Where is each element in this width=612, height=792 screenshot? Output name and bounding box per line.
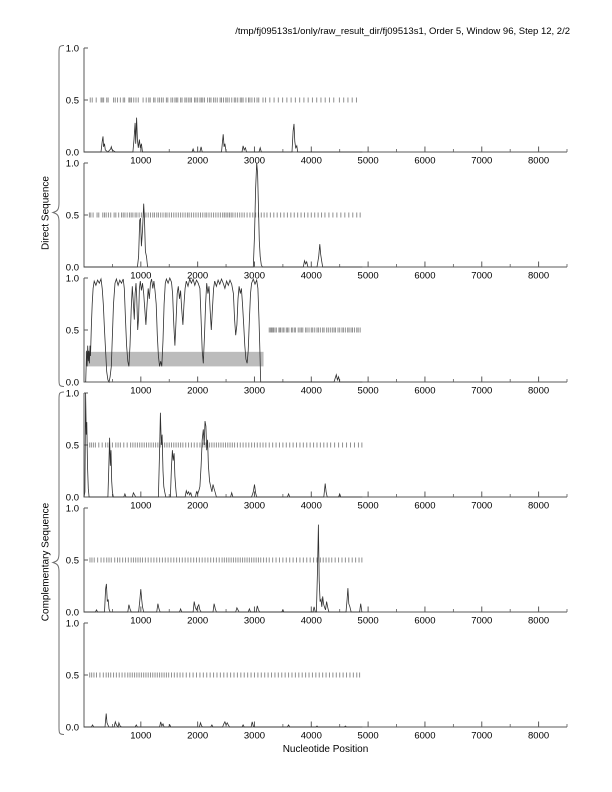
x-tick-label: 8000 <box>528 156 549 167</box>
x-tick-label: 6000 <box>414 616 435 627</box>
x-tick-label: 5000 <box>358 156 379 167</box>
direct-sequence-label: Direct Sequence <box>40 176 52 250</box>
x-tick-label: 7000 <box>471 271 492 282</box>
x-tick-label: 5000 <box>358 501 379 512</box>
x-tick-label: 1000 <box>130 156 151 167</box>
y-tick-label: 1.0 <box>66 619 79 630</box>
x-tick-label: 5000 <box>358 386 379 397</box>
x-tick-label: 4000 <box>301 271 322 282</box>
probability-curve <box>83 392 363 498</box>
y-tick-label: 0.5 <box>66 211 79 222</box>
x-tick-label: 6000 <box>414 731 435 742</box>
y-tick-label: 0.0 <box>66 263 79 274</box>
y-tick-label: 0.5 <box>66 556 79 567</box>
x-tick-label: 4000 <box>301 501 322 512</box>
x-tick-label: 2000 <box>187 386 208 397</box>
x-tick-label: 1000 <box>130 731 151 742</box>
x-tick-label: 3000 <box>244 731 265 742</box>
y-tick-label: 0.0 <box>66 493 79 504</box>
y-tick-label: 0.0 <box>66 723 79 734</box>
x-tick-label: 3000 <box>244 271 265 282</box>
x-tick-label: 2000 <box>187 731 208 742</box>
x-tick-label: 2000 <box>187 271 208 282</box>
x-tick-label: 7000 <box>471 156 492 167</box>
x-tick-label: 8000 <box>528 386 549 397</box>
y-tick-label: 0.5 <box>66 671 79 682</box>
x-tick-label: 3000 <box>244 501 265 512</box>
x-tick-label: 1000 <box>130 501 151 512</box>
x-tick-label: 6000 <box>414 386 435 397</box>
panel-complementary-1: 0.0 0.5 1.0 1000 2000 3000 4000 5000 6000 7000 800… <box>66 389 568 512</box>
panel-direct-3: 0.0 0.5 1.0 1000 2000 3000 4000 5000 6000 7000 800… <box>66 274 568 397</box>
y-tick-label: 1.0 <box>66 389 79 400</box>
complementary-sequence-brace <box>51 391 65 735</box>
y-tick-label: 0.0 <box>66 148 79 159</box>
probability-curve <box>84 524 363 613</box>
probability-curve <box>84 117 363 153</box>
probability-curve <box>84 162 363 268</box>
x-tick-label: 2000 <box>187 156 208 167</box>
panel-complementary-3: 0.0 0.5 1.0 1000 2000 3000 4000 5000 6000 7000 800… <box>66 619 568 742</box>
panel-direct-2: 0.0 0.5 1.0 1000 2000 3000 4000 5000 6000 7000 800… <box>66 159 568 282</box>
x-tick-label: 7000 <box>471 731 492 742</box>
axes <box>83 393 567 498</box>
x-tick-label: 1000 <box>130 616 151 627</box>
x-tick-label: 7000 <box>471 616 492 627</box>
x-tick-label: 4000 <box>301 156 322 167</box>
y-tick-label: 1.0 <box>66 44 79 55</box>
x-tick-label: 5000 <box>358 731 379 742</box>
plot-title: /tmp/fj09513s1/only/raw_result_dir/fj095… <box>235 26 570 37</box>
x-tick-label: 6000 <box>414 156 435 167</box>
x-tick-label: 7000 <box>471 501 492 512</box>
y-tick-label: 0.5 <box>66 326 79 337</box>
x-tick-label: 1000 <box>130 386 151 397</box>
x-tick-label: 4000 <box>301 616 322 627</box>
x-tick-label: 2000 <box>187 616 208 627</box>
x-axis-title: Nucleotide Position <box>282 744 369 755</box>
x-tick-label: 6000 <box>414 501 435 512</box>
x-tick-label: 3000 <box>244 156 265 167</box>
direct-sequence-brace <box>51 45 65 387</box>
x-tick-label: 7000 <box>471 386 492 397</box>
highlight-band <box>85 351 264 367</box>
axes <box>83 623 567 728</box>
panel-complementary-2: 0.0 0.5 1.0 1000 2000 3000 4000 5000 6000 7000 800… <box>66 504 568 627</box>
panels-container: 0.0 0.5 1.0 1000 2000 3000 4000 5000 6000 7000 800… <box>66 44 568 742</box>
y-tick-label: 1.0 <box>66 274 79 285</box>
x-tick-label: 8000 <box>528 501 549 512</box>
x-tick-label: 2000 <box>187 501 208 512</box>
x-tick-label: 3000 <box>244 386 265 397</box>
y-tick-label: 1.0 <box>66 504 79 515</box>
x-tick-label: 5000 <box>358 616 379 627</box>
x-tick-label: 4000 <box>301 386 322 397</box>
axes <box>83 278 567 383</box>
x-tick-label: 8000 <box>528 616 549 627</box>
panel-direct-1: 0.0 0.5 1.0 1000 2000 3000 4000 5000 6000 7000 800… <box>66 44 568 167</box>
x-tick-label: 8000 <box>528 271 549 282</box>
y-tick-label: 0.5 <box>66 96 79 107</box>
x-tick-label: 6000 <box>414 271 435 282</box>
x-tick-label: 5000 <box>358 271 379 282</box>
probability-curve <box>84 713 363 728</box>
y-tick-label: 0.0 <box>66 608 79 619</box>
x-tick-label: 1000 <box>130 271 151 282</box>
y-tick-label: 0.5 <box>66 441 79 452</box>
probability-curve <box>85 276 363 384</box>
x-tick-label: 8000 <box>528 731 549 742</box>
x-tick-label: 4000 <box>301 731 322 742</box>
y-tick-label: 1.0 <box>66 159 79 170</box>
y-tick-label: 0.0 <box>66 378 79 389</box>
complementary-sequence-label: Complementary Sequence <box>40 502 52 622</box>
x-tick-label: 3000 <box>244 616 265 627</box>
